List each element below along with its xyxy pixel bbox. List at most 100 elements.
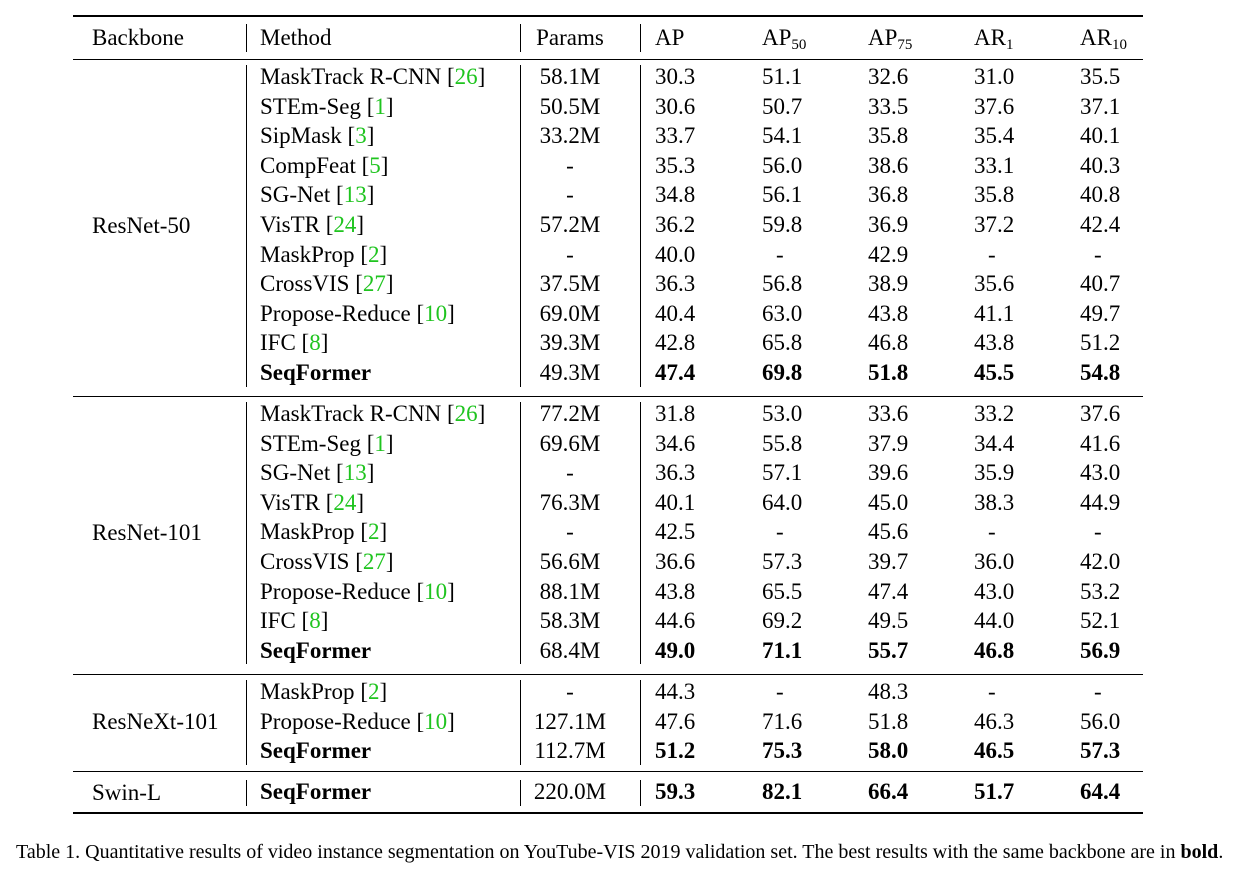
params-cell: 112.7M	[534, 738, 606, 764]
ap75-cell: 35.8	[868, 123, 909, 149]
citation-link[interactable]: 2	[367, 519, 380, 545]
header-column-separator	[640, 24, 641, 52]
ap-cell: 59.3	[655, 779, 696, 804]
ar1-cell: 33.1	[974, 152, 1015, 178]
citation-link[interactable]: 13	[343, 460, 367, 486]
header-ar1-sub: 1	[1005, 37, 1014, 53]
ap50-cell: 56.1	[762, 182, 803, 208]
params-cell: -	[566, 519, 574, 545]
ar1-cell: 46.8	[974, 637, 1015, 663]
ap50-cell: -	[776, 679, 784, 704]
citation-link[interactable]: 27	[362, 549, 386, 574]
citation-link[interactable]: 24	[333, 489, 357, 515]
method-label: STEm-Seg	[260, 430, 361, 456]
header-params: Params	[536, 25, 604, 50]
header-ap75-sub: 75	[897, 37, 913, 53]
ar1-cell: 38.3	[974, 489, 1015, 515]
ap-cell: 44.3	[655, 679, 696, 704]
ap-cell: 40.4	[655, 300, 696, 326]
header-ap50: AP50	[762, 24, 806, 53]
top-rule	[73, 15, 1143, 17]
header-ar10-base: AR	[1080, 25, 1112, 50]
column-separator	[246, 680, 247, 765]
backbone-label: ResNet-101	[92, 520, 202, 546]
citation-link[interactable]: 27	[362, 271, 386, 297]
method-label: MaskTrack R-CNN	[260, 64, 442, 89]
ap-cell: 40.1	[655, 489, 696, 515]
citation-link[interactable]: 10	[424, 708, 448, 734]
method-label: STEm-Seg	[260, 93, 361, 119]
ar10-cell: 35.5	[1080, 64, 1121, 89]
ar10-cell: 40.8	[1080, 182, 1121, 208]
header-ar1-base: AR	[974, 25, 1006, 50]
ar10-cell: 41.6	[1080, 430, 1121, 456]
method-label: Propose-Reduce	[260, 300, 411, 326]
citation-link[interactable]: 1	[374, 93, 386, 119]
ap50-cell: 54.1	[762, 123, 803, 149]
ap50-cell: 50.7	[762, 93, 803, 119]
method-name: CrossVIS [27]	[260, 271, 394, 297]
citation-link[interactable]: 13	[343, 182, 367, 208]
column-separator	[520, 680, 521, 765]
ap50-cell: -	[776, 241, 784, 267]
citation-link[interactable]: 8	[309, 608, 321, 634]
citation-link[interactable]: 2	[367, 241, 380, 267]
caption-prefix: Table 1. Quantitative results of video i…	[16, 841, 1181, 863]
method-name: SG-Net [13]	[260, 182, 375, 208]
ap75-cell: 51.8	[868, 360, 909, 385]
citation-link[interactable]: 26	[454, 401, 478, 426]
citation-link[interactable]: 26	[454, 64, 478, 89]
params-cell: -	[566, 182, 574, 208]
ar10-cell: 56.0	[1080, 708, 1121, 734]
citation-link[interactable]: 5	[369, 152, 381, 178]
citation-link[interactable]: 10	[424, 578, 448, 604]
ap-cell: 36.3	[655, 271, 696, 297]
method-name: CompFeat [5]	[260, 152, 389, 178]
citation-link[interactable]: 2	[367, 679, 380, 704]
ar10-cell: 64.4	[1080, 779, 1121, 804]
ap50-cell: 56.8	[762, 271, 803, 297]
ap75-cell: 58.0	[868, 738, 909, 764]
column-separator	[520, 780, 521, 806]
ar10-cell: 51.2	[1080, 330, 1121, 356]
ap75-cell: 38.9	[868, 271, 909, 297]
ar1-cell: -	[988, 519, 996, 545]
method-label: IFC	[260, 330, 296, 356]
method-name: VisTR [24]	[260, 489, 365, 515]
ap75-cell: 45.6	[868, 519, 909, 545]
backbone-label: Swin-L	[92, 779, 161, 805]
method-name: SeqFormer	[260, 637, 371, 665]
method-label: SeqFormer	[260, 637, 372, 663]
citation-link[interactable]: 24	[333, 212, 357, 237]
ar1-cell: 46.5	[974, 738, 1015, 764]
ap50-cell: 51.1	[762, 64, 803, 89]
ar1-cell: 35.6	[974, 271, 1015, 297]
ar10-cell: 56.9	[1080, 637, 1121, 663]
citation-link[interactable]: 3	[355, 123, 367, 149]
method-label: SG-Net	[260, 182, 331, 208]
header-backbone: Backbone	[92, 25, 184, 50]
method-name: STEm-Seg [1]	[260, 93, 394, 119]
ap50-cell: 71.6	[762, 708, 803, 734]
ar10-cell: 44.9	[1080, 489, 1121, 515]
method-label: SeqFormer	[260, 738, 372, 764]
method-label: VisTR	[260, 212, 320, 237]
params-cell: 77.2M	[539, 401, 601, 426]
ap50-cell: 75.3	[762, 738, 803, 764]
ar1-cell: 35.9	[974, 460, 1015, 486]
table-caption: Table 1. Quantitative results of video i…	[16, 838, 1241, 866]
ar1-cell: 51.7	[974, 779, 1015, 804]
params-cell: 127.1M	[533, 708, 607, 734]
method-name: IFC [8]	[260, 608, 329, 634]
ar1-cell: 43.0	[974, 578, 1015, 604]
column-separator	[246, 65, 247, 387]
method-label: MaskProp	[260, 519, 355, 545]
citation-link[interactable]: 8	[309, 330, 321, 356]
citation-link[interactable]: 10	[424, 300, 448, 326]
ap-cell: 30.6	[655, 93, 696, 119]
params-cell: 68.4M	[539, 637, 601, 663]
ap-cell: 42.5	[655, 519, 696, 545]
header-column-separator	[246, 24, 247, 52]
citation-link[interactable]: 1	[374, 430, 386, 456]
